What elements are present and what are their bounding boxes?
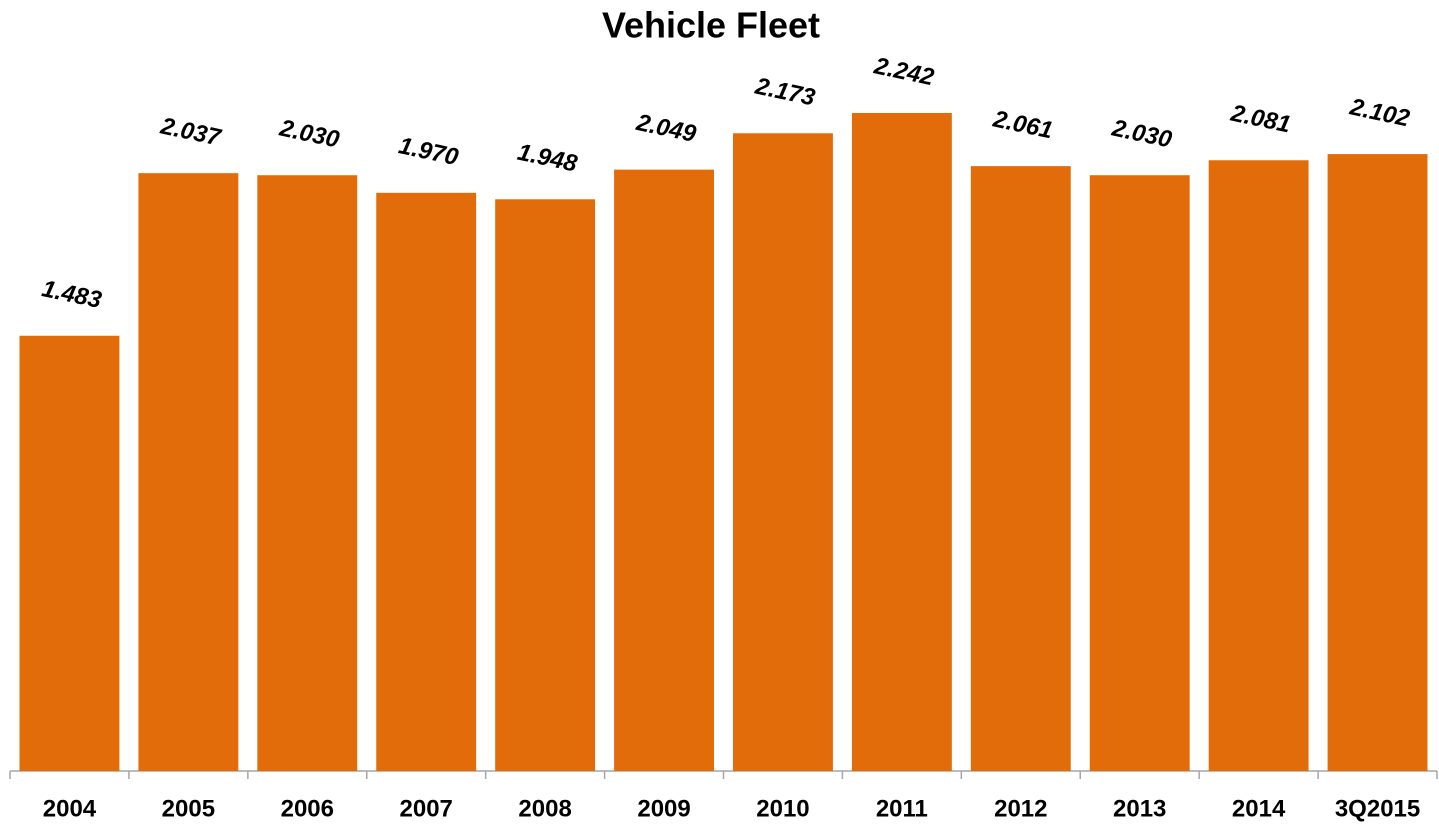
- data-label: 2.242: [871, 52, 937, 91]
- data-label: 1.483: [40, 275, 105, 314]
- data-label: 1.948: [515, 139, 580, 178]
- x-tick-label: 2006: [281, 795, 334, 822]
- data-label: 2.030: [1109, 114, 1175, 153]
- bar: [257, 175, 358, 771]
- x-tick-label: 2009: [637, 795, 690, 822]
- bar: [614, 169, 714, 771]
- x-tick-label: 2014: [1232, 795, 1286, 822]
- bar: [495, 199, 596, 771]
- x-tick-label: 2004: [43, 795, 97, 822]
- bar: [733, 133, 833, 771]
- data-label: 2.081: [1228, 99, 1293, 138]
- data-label: 2.037: [157, 112, 224, 151]
- bar: [19, 335, 120, 771]
- bar: [376, 192, 477, 771]
- data-label: 2.049: [633, 109, 699, 148]
- x-tick-label: 2005: [162, 795, 215, 822]
- x-tick-label: 2007: [400, 795, 453, 822]
- x-tick-label: 2012: [994, 795, 1047, 822]
- data-label: 2.173: [752, 72, 818, 111]
- bar: [970, 166, 1071, 771]
- x-tick-label: 2008: [518, 795, 571, 822]
- x-tick-label: 2010: [756, 795, 809, 822]
- bar: [138, 173, 239, 771]
- data-label: 1.970: [396, 132, 461, 171]
- data-label: 2.061: [990, 105, 1055, 144]
- bar: [1208, 160, 1309, 771]
- data-label: 2.030: [276, 114, 342, 153]
- x-tick-label: 3Q2015: [1335, 795, 1420, 822]
- bar: [1327, 154, 1428, 771]
- bar: [1089, 175, 1190, 771]
- x-tick-label: 2011: [876, 795, 928, 822]
- x-tick-label: 2013: [1113, 795, 1166, 822]
- bar: [851, 113, 952, 771]
- chart-title: Vehicle Fleet: [602, 5, 820, 46]
- data-label: 2.102: [1347, 93, 1413, 132]
